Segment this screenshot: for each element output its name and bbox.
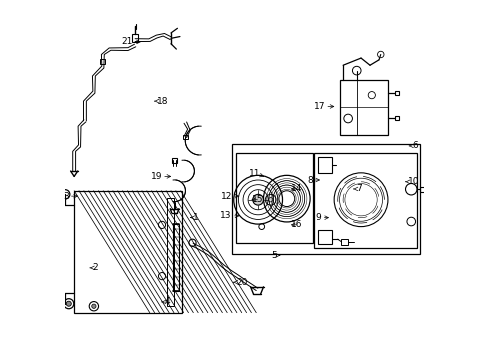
Bar: [132, 34, 138, 42]
Text: 3: 3: [63, 192, 77, 201]
Text: 5: 5: [270, 251, 279, 260]
Text: 19: 19: [150, 172, 170, 181]
Circle shape: [92, 304, 96, 309]
Circle shape: [66, 301, 71, 306]
Text: 11: 11: [248, 169, 263, 178]
Bar: [394, 116, 399, 120]
Bar: [339, 80, 387, 135]
Text: 20: 20: [233, 278, 247, 287]
Text: 18: 18: [154, 96, 168, 105]
Text: 7: 7: [353, 184, 362, 193]
Text: 15: 15: [251, 195, 263, 204]
Text: 8: 8: [306, 176, 319, 185]
Bar: [394, 91, 399, 95]
Text: 13: 13: [220, 211, 238, 220]
Bar: [74, 191, 182, 313]
Text: 4: 4: [162, 297, 170, 306]
Bar: [100, 59, 105, 64]
Text: 10: 10: [405, 177, 419, 186]
Bar: [172, 224, 179, 291]
Bar: [341, 239, 348, 244]
Bar: [231, 144, 419, 253]
Text: 12: 12: [220, 192, 238, 201]
Bar: [314, 153, 416, 248]
Bar: [235, 153, 312, 243]
Bar: [167, 198, 174, 306]
Text: 6: 6: [408, 141, 417, 150]
Text: 9: 9: [315, 213, 328, 222]
Circle shape: [252, 194, 263, 205]
Bar: [317, 157, 331, 173]
Text: 17: 17: [313, 102, 333, 111]
Text: 16: 16: [290, 220, 302, 229]
Bar: [419, 187, 424, 192]
Text: 14: 14: [290, 184, 302, 193]
Bar: [172, 158, 177, 163]
Text: 2: 2: [90, 264, 98, 273]
Text: 1: 1: [190, 213, 199, 222]
Bar: [317, 230, 331, 244]
Text: 21: 21: [121, 37, 140, 46]
Bar: [183, 135, 187, 139]
